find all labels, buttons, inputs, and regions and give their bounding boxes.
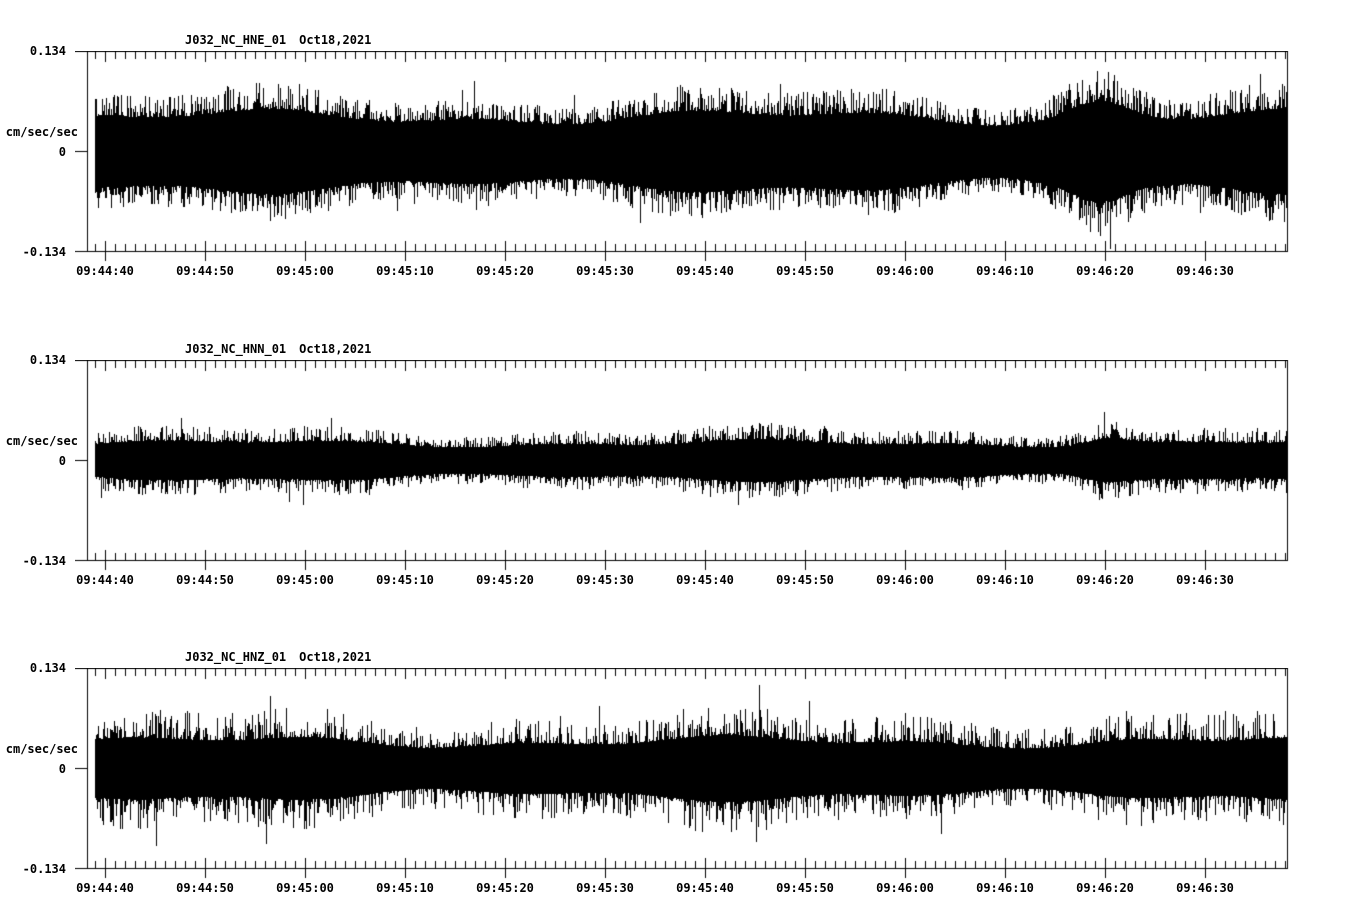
x-tick-label: 09:45:40 — [676, 881, 734, 895]
x-tick-label: 09:45:20 — [476, 881, 534, 895]
x-tick-label: 09:45:40 — [676, 573, 734, 587]
x-tick-label: 09:46:00 — [876, 264, 934, 278]
y-tick-label-zero: 0 — [58, 454, 66, 468]
x-tick-label: 09:45:30 — [576, 881, 634, 895]
y-tick-label-zero: 0 — [58, 762, 66, 776]
plot-title: J032_NC_HNN_01 Oct18,2021 — [185, 342, 371, 356]
x-tick-label: 09:44:40 — [76, 881, 134, 895]
y-tick-label-max: 0.134 — [29, 44, 66, 58]
station-channel-label: J032_NC_HNZ_01 — [185, 650, 287, 664]
x-tick-label: 09:45:20 — [476, 573, 534, 587]
y-tick-label-max: 0.134 — [29, 353, 66, 367]
x-tick-label: 09:45:40 — [676, 264, 734, 278]
x-tick-label: 09:45:00 — [276, 573, 334, 587]
x-tick-label: 09:44:40 — [76, 264, 134, 278]
x-tick-label: 09:45:10 — [376, 264, 434, 278]
plot-title: J032_NC_HNZ_01 Oct18,2021 — [185, 650, 371, 664]
x-tick-label: 09:46:20 — [1076, 264, 1134, 278]
x-tick-label: 09:46:30 — [1176, 264, 1234, 278]
y-axis-unit-label: cm/sec/sec — [5, 742, 78, 756]
y-axis-unit-label: cm/sec/sec — [5, 125, 78, 139]
station-channel-label: J032_NC_HNE_01 — [185, 33, 287, 47]
x-tick-label: 09:45:20 — [476, 264, 534, 278]
waveform-canvas-hnn — [75, 360, 1289, 571]
x-tick-label: 09:45:00 — [276, 264, 334, 278]
x-tick-label: 09:45:50 — [776, 881, 834, 895]
date-label: Oct18,2021 — [299, 650, 372, 664]
x-tick-label: 09:45:30 — [576, 573, 634, 587]
x-tick-label: 09:45:50 — [776, 264, 834, 278]
x-tick-label: 09:44:50 — [176, 264, 234, 278]
date-label: Oct18,2021 — [299, 33, 372, 47]
x-tick-label: 09:45:10 — [376, 573, 434, 587]
x-tick-label: 09:45:50 — [776, 573, 834, 587]
y-tick-label-zero: 0 — [58, 145, 66, 159]
date-label: Oct18,2021 — [299, 342, 372, 356]
x-tick-label: 09:46:20 — [1076, 573, 1134, 587]
x-tick-label: 09:46:20 — [1076, 881, 1134, 895]
x-tick-label: 09:46:00 — [876, 881, 934, 895]
x-tick-label: 09:46:10 — [976, 573, 1034, 587]
y-tick-label-min: -0.134 — [22, 862, 66, 876]
waveform-canvas-hnz — [75, 668, 1289, 879]
y-tick-label-min: -0.134 — [22, 554, 66, 568]
x-tick-label: 09:45:00 — [276, 881, 334, 895]
x-tick-label: 09:46:30 — [1176, 573, 1234, 587]
x-tick-label: 09:45:30 — [576, 264, 634, 278]
x-tick-label: 09:45:10 — [376, 881, 434, 895]
x-tick-label: 09:46:00 — [876, 573, 934, 587]
x-tick-label: 09:46:30 — [1176, 881, 1234, 895]
waveform-canvas-hne — [75, 51, 1289, 262]
x-tick-label: 09:46:10 — [976, 264, 1034, 278]
x-tick-label: 09:44:50 — [176, 573, 234, 587]
y-tick-label-max: 0.134 — [29, 661, 66, 675]
x-tick-label: 09:44:50 — [176, 881, 234, 895]
y-axis-unit-label: cm/sec/sec — [5, 434, 78, 448]
plot-title: J032_NC_HNE_01 Oct18,2021 — [185, 33, 371, 47]
x-tick-label: 09:46:10 — [976, 881, 1034, 895]
y-tick-label-min: -0.134 — [22, 245, 66, 259]
station-channel-label: J032_NC_HNN_01 — [185, 342, 287, 356]
x-tick-label: 09:44:40 — [76, 573, 134, 587]
